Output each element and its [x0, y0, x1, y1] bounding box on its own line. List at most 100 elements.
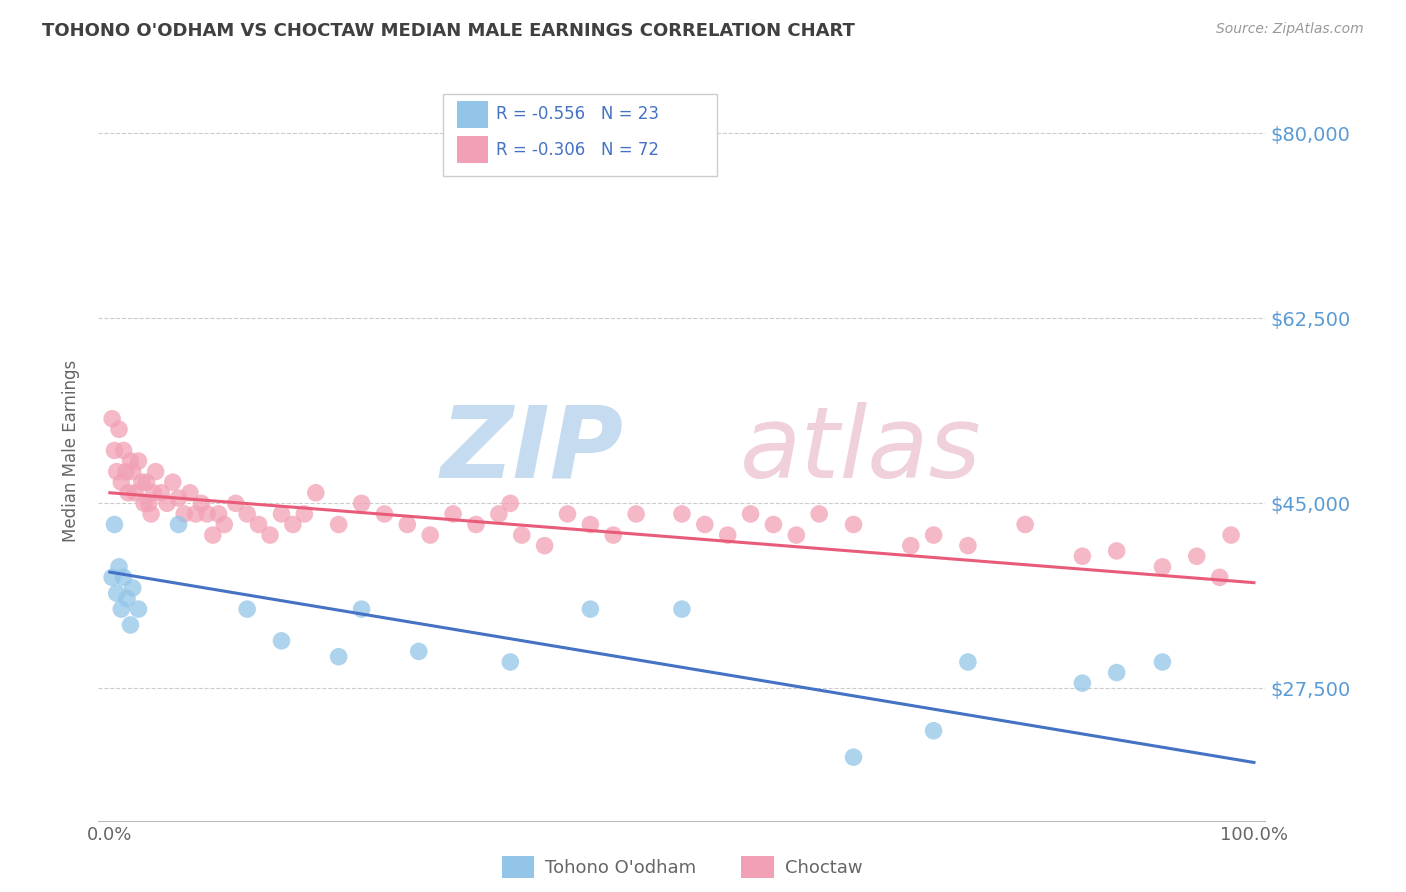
Point: [103, 517, 125, 532]
Point: [956, 655, 979, 669]
Point: [127, 602, 149, 616]
Point: [808, 507, 831, 521]
Point: [579, 517, 602, 532]
Text: R = -0.306   N = 72: R = -0.306 N = 72: [496, 141, 659, 159]
Point: [124, 485, 146, 500]
Point: [201, 528, 224, 542]
Point: [225, 496, 247, 510]
Point: [373, 507, 395, 521]
Point: [112, 570, 135, 584]
Point: [510, 528, 533, 542]
Point: [134, 496, 156, 510]
Point: [112, 443, 135, 458]
Point: [1185, 549, 1208, 564]
Point: [138, 496, 160, 510]
Point: [190, 496, 212, 510]
Point: [281, 517, 304, 532]
Point: [108, 559, 131, 574]
Point: [292, 507, 315, 521]
Point: [396, 517, 419, 532]
Point: [117, 485, 139, 500]
Point: [328, 649, 350, 664]
Text: Source: ZipAtlas.com: Source: ZipAtlas.com: [1216, 22, 1364, 37]
Point: [108, 422, 131, 436]
Point: [1071, 676, 1094, 690]
Text: TOHONO O'ODHAM VS CHOCTAW MEDIAN MALE EARNINGS CORRELATION CHART: TOHONO O'ODHAM VS CHOCTAW MEDIAN MALE EA…: [42, 22, 855, 40]
Point: [156, 496, 179, 510]
Point: [105, 465, 128, 479]
Point: [131, 475, 153, 490]
Point: [762, 517, 785, 532]
Point: [1208, 570, 1230, 584]
Point: [922, 528, 945, 542]
Point: [408, 644, 430, 658]
Point: [236, 507, 259, 521]
Point: [103, 443, 125, 458]
Point: [184, 507, 207, 521]
Point: [115, 591, 138, 606]
Point: [671, 602, 693, 616]
Point: [270, 633, 292, 648]
Point: [499, 655, 522, 669]
Point: [150, 485, 173, 500]
Point: [305, 485, 328, 500]
Point: [1071, 549, 1094, 564]
Point: [1105, 665, 1128, 680]
Point: [270, 507, 292, 521]
Point: [1105, 544, 1128, 558]
Point: [195, 507, 218, 521]
Point: [602, 528, 624, 542]
Point: [101, 570, 124, 584]
Point: [842, 750, 865, 764]
Point: [328, 517, 350, 532]
Point: [900, 539, 922, 553]
Point: [167, 517, 190, 532]
Y-axis label: Median Male Earnings: Median Male Earnings: [62, 359, 80, 541]
Point: [120, 618, 142, 632]
Point: [120, 454, 142, 468]
Point: [350, 496, 373, 510]
Point: [1220, 528, 1243, 542]
Point: [785, 528, 807, 542]
Point: [419, 528, 441, 542]
Point: [1014, 517, 1036, 532]
Point: [167, 491, 190, 505]
Point: [842, 517, 865, 532]
Point: [499, 496, 522, 510]
Point: [624, 507, 647, 521]
Point: [488, 507, 510, 521]
Point: [145, 465, 167, 479]
Point: [110, 475, 132, 490]
Point: [110, 602, 132, 616]
Point: [441, 507, 464, 521]
Point: [693, 517, 716, 532]
Point: [350, 602, 373, 616]
Point: [115, 465, 138, 479]
Point: [173, 507, 195, 521]
Text: atlas: atlas: [741, 402, 981, 499]
Point: [579, 602, 602, 616]
Point: [101, 411, 124, 425]
Point: [162, 475, 184, 490]
Point: [557, 507, 579, 521]
Point: [956, 539, 979, 553]
Point: [740, 507, 762, 521]
Legend: Tohono O'odham, Choctaw: Tohono O'odham, Choctaw: [495, 849, 869, 886]
Text: R = -0.556   N = 23: R = -0.556 N = 23: [496, 105, 659, 123]
Point: [247, 517, 270, 532]
Point: [465, 517, 488, 532]
Point: [214, 517, 236, 532]
Point: [259, 528, 281, 542]
Point: [179, 485, 201, 500]
Point: [135, 475, 157, 490]
Text: ZIP: ZIP: [440, 402, 624, 499]
Point: [717, 528, 740, 542]
Point: [1152, 559, 1174, 574]
Point: [142, 485, 165, 500]
Point: [533, 539, 555, 553]
Point: [121, 465, 143, 479]
Point: [236, 602, 259, 616]
Point: [1152, 655, 1174, 669]
Point: [127, 454, 149, 468]
Point: [922, 723, 945, 738]
